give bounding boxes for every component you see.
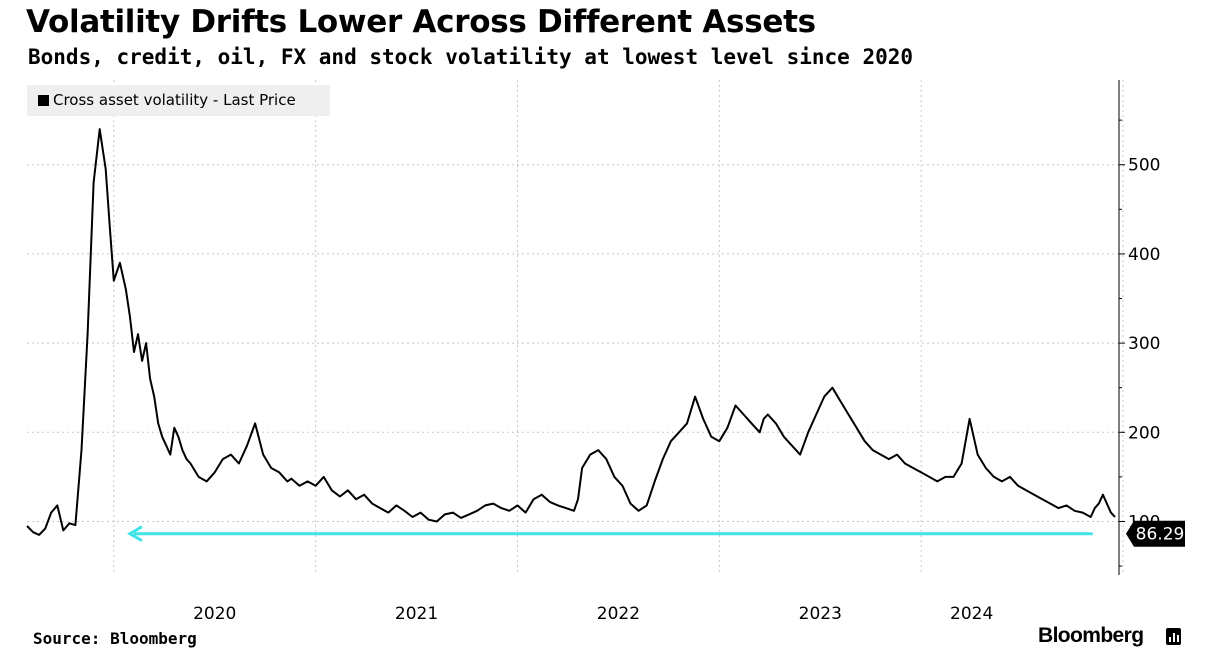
brand-wordmark: Bloomberg [1038, 624, 1144, 647]
last-price-badge [1126, 520, 1185, 547]
annotations: 86.29 [126, 520, 1185, 547]
x-tick-label-2022: 2022 [597, 604, 640, 624]
chart-subtitle: Bonds, credit, oil, FX and stock volatil… [28, 45, 914, 69]
y-axis: 100200300400500 [1118, 80, 1160, 575]
legend: Cross asset volatility - Last Price [27, 85, 330, 116]
y-tick-label-200: 200 [1128, 423, 1160, 443]
y-tick-label-400: 400 [1128, 245, 1160, 265]
chart-title: Volatility Drifts Lower Across Different… [26, 4, 816, 40]
x-tick-label-2021: 2021 [395, 604, 438, 624]
last-price-value: 86.29 [1136, 525, 1185, 545]
x-tick-label-2023: 2023 [799, 604, 842, 624]
source-note: Source: Bloomberg [33, 629, 197, 648]
x-tick-label-2020: 2020 [193, 604, 236, 624]
series-line-cross-asset-volatility [26, 128, 1116, 536]
x-axis-labels: 2020 2021 2022 2023 2024 [193, 604, 993, 624]
legend-label: Cross asset volatility - Last Price [53, 91, 296, 109]
lowest-level-arrowhead [126, 525, 143, 543]
x-tick-label-2024: 2024 [950, 604, 993, 624]
y-tick-label-500: 500 [1128, 156, 1160, 176]
gridlines [27, 80, 1124, 575]
series-cross-asset-volatility [26, 128, 1116, 536]
y-tick-label-300: 300 [1128, 334, 1160, 354]
bloomberg-terminal-icon [1166, 628, 1181, 645]
legend-swatch [38, 95, 49, 106]
